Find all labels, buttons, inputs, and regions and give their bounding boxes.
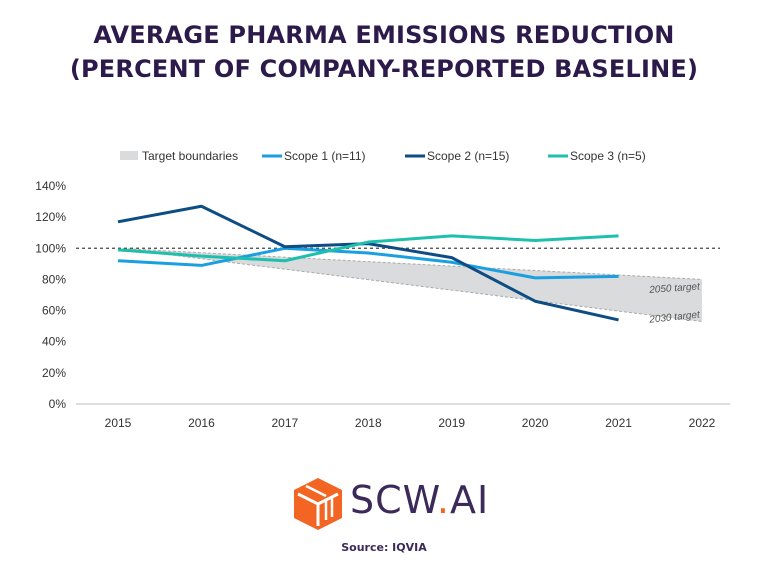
- title-line-2: (PERCENT OF COMPANY-REPORTED BASELINE): [69, 55, 699, 83]
- target-band: 2050 target 2030 target: [117, 247, 703, 326]
- target-band-area: [118, 248, 702, 322]
- target-2030-line: [117, 247, 703, 322]
- scw-logo-text: SCW.AI: [350, 478, 490, 522]
- legend-item-scope-1: Scope 1 (n=11): [262, 149, 366, 163]
- x-tick-label: 2018: [355, 416, 382, 430]
- x-tick-label: 2022: [689, 416, 716, 430]
- legend-item-scope-2: Scope 2 (n=15): [405, 149, 509, 163]
- series-line-scope-2: [117, 204, 619, 322]
- line-chart: Target boundaries Scope 1 (n=11) Scope 2 (…: [35, 149, 730, 430]
- y-tick-label: 20%: [42, 366, 66, 380]
- y-tick-label: 0%: [49, 397, 67, 411]
- legend: Target boundaries Scope 1 (n=11) Scope 2 (…: [120, 149, 646, 163]
- chart-title: AVERAGE PHARMA EMISSIONS REDUCTION (PERC…: [0, 18, 768, 86]
- x-tick-label: 2016: [188, 416, 215, 430]
- y-tick-label: 40%: [42, 335, 66, 349]
- axes: 0% 20% 40% 60% 80% 100% 120% 140% 2015 2016 2017 20…: [35, 179, 730, 430]
- label-2030-target: 2030 target: [648, 309, 702, 325]
- target-2050-line: [117, 247, 703, 280]
- y-tick-label: 80%: [42, 272, 66, 286]
- x-tick-label: 2015: [105, 416, 132, 430]
- source-note: Source: IQVIA: [341, 541, 427, 554]
- x-tick-label: 2020: [522, 416, 549, 430]
- legend-swatch: [120, 151, 138, 160]
- y-tick-label: 60%: [42, 304, 66, 318]
- y-tick-label: 140%: [35, 179, 66, 193]
- series-lines: [117, 204, 619, 322]
- series-line-scope-3: [117, 234, 619, 263]
- legend-label: Scope 3 (n=5): [570, 149, 646, 163]
- label-2050-target: 2050 target: [648, 281, 701, 296]
- title-line-1: AVERAGE PHARMA EMISSIONS REDUCTION: [93, 21, 675, 49]
- legend-label: Scope 2 (n=15): [427, 149, 509, 163]
- x-tick-label: 2021: [605, 416, 632, 430]
- legend-item-scope-3: Scope 3 (n=5): [548, 149, 646, 163]
- y-tick-label: 100%: [35, 241, 66, 255]
- x-tick-label: 2019: [438, 416, 465, 430]
- scw-logo-icon: [294, 478, 342, 530]
- y-tick-label: 120%: [35, 210, 66, 224]
- series-line-scope-1: [117, 246, 619, 280]
- legend-item-target-boundaries: Target boundaries: [120, 149, 238, 163]
- legend-label: Scope 1 (n=11): [284, 149, 366, 163]
- x-tick-label: 2017: [272, 416, 299, 430]
- legend-label: Target boundaries: [142, 149, 238, 163]
